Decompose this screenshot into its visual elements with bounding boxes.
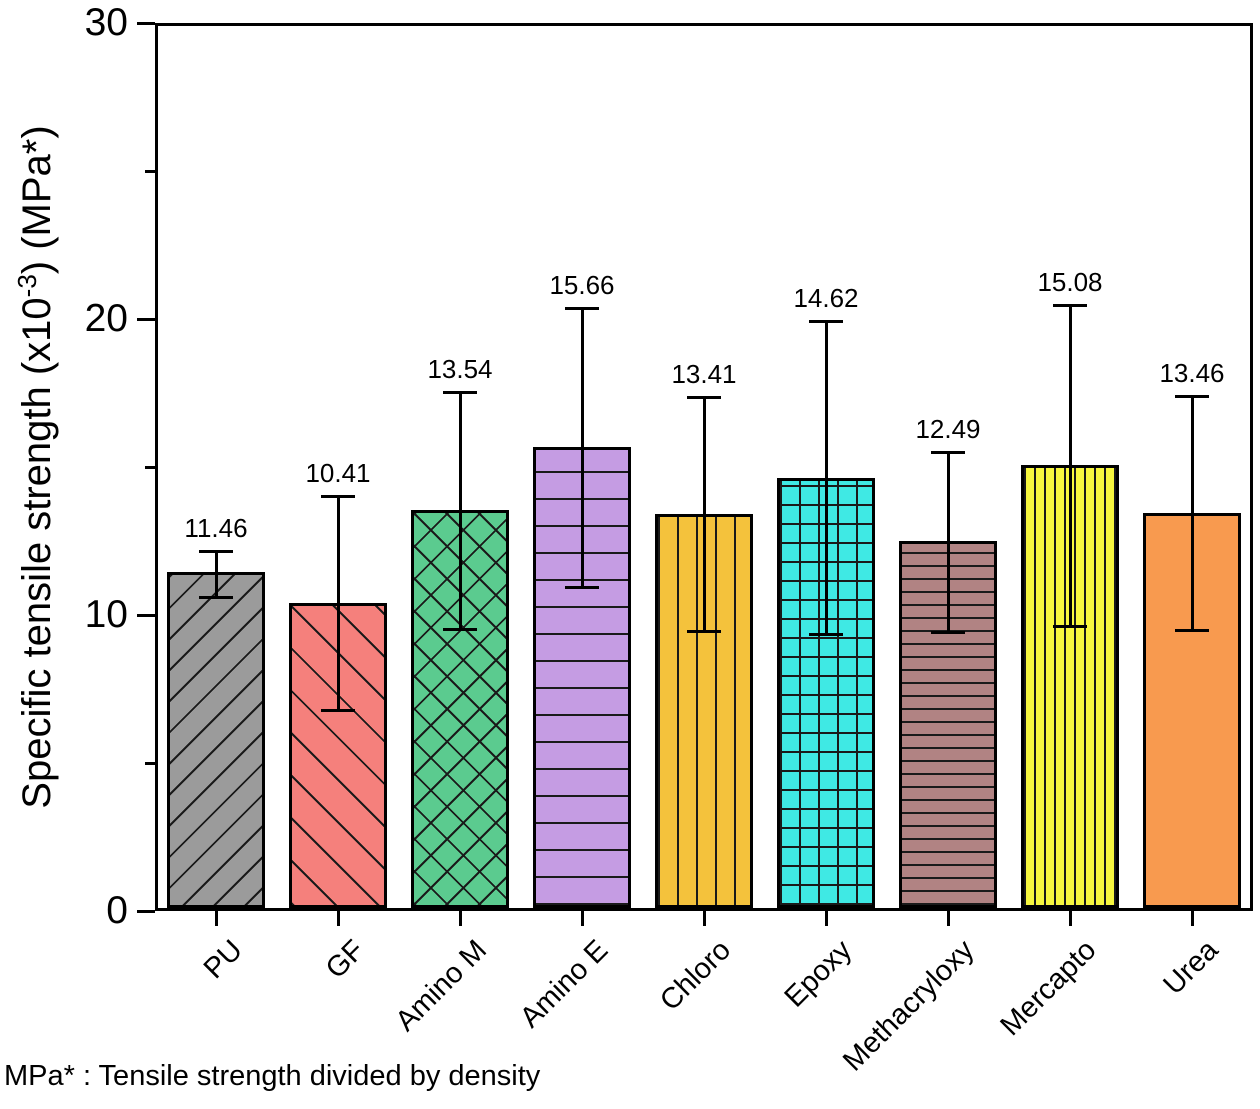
x-axis-tick [946, 911, 950, 926]
error-bar-cap-bottom [443, 628, 477, 632]
bar-value-label: 13.46 [1159, 357, 1225, 388]
error-bar-cap-top [931, 451, 965, 455]
error-bar-cap-top [321, 495, 355, 499]
error-bar-cap-bottom [565, 586, 599, 590]
x-axis-category-label-text: Urea [1157, 934, 1225, 1002]
bar-value-label: 10.41 [305, 458, 371, 489]
error-bar-cap-bottom [809, 633, 843, 637]
error-bar-cap-top [443, 390, 477, 394]
bar-value-label: 14.62 [793, 283, 859, 314]
y-axis-tick-label: 0 [106, 889, 128, 932]
y-axis-tick-label: 10 [84, 593, 128, 636]
x-axis-tick [824, 911, 828, 926]
error-bar-stem [336, 496, 340, 711]
bar-pu [167, 571, 265, 908]
y-axis-major-tick [137, 317, 155, 321]
error-bar-stem [702, 397, 706, 633]
bar-value-label: 11.46 [184, 513, 248, 544]
x-axis-tick [214, 911, 218, 926]
x-axis-tick [458, 911, 462, 926]
y-axis-tick-label: 30 [84, 1, 128, 44]
error-bar-cap-top [809, 320, 843, 324]
footnote: MPa* : Tensile strength divided by densi… [4, 1060, 541, 1092]
y-axis-major-tick [137, 21, 155, 25]
error-bar-cap-bottom [321, 708, 355, 712]
y-axis-minor-tick [145, 465, 155, 469]
x-axis-tick [336, 911, 340, 926]
y-axis-title-superscript: -3 [11, 274, 42, 298]
y-axis-minor-tick [145, 761, 155, 765]
bar-value-label: 12.49 [915, 414, 981, 445]
error-bar-stem [214, 551, 218, 599]
bar-value-label: 15.08 [1037, 266, 1103, 297]
error-bar-cap-top [687, 396, 721, 400]
error-bar-stem [1068, 304, 1072, 628]
bar-value-label: 13.41 [671, 359, 737, 390]
error-bar-cap-top [199, 550, 233, 554]
bar-value-label: 13.54 [427, 353, 493, 384]
y-axis-title: Specific tensile strength (x10-3) (MPa*) [12, 125, 60, 808]
y-axis-major-tick [137, 613, 155, 617]
error-bar-cap-bottom [687, 630, 721, 634]
error-bar-cap-top [565, 307, 599, 311]
error-bar-cap-bottom [199, 596, 233, 600]
x-axis-category-label: Urea [902, 934, 1225, 1001]
y-axis-minor-tick [145, 169, 155, 173]
error-bar-stem [458, 391, 462, 631]
error-bar-stem [946, 452, 950, 634]
error-bar-cap-bottom [1175, 628, 1209, 632]
error-bar-stem [580, 308, 584, 589]
bar-value-label: 15.66 [549, 270, 615, 301]
x-axis-tick [1068, 911, 1072, 926]
error-bar-stem [824, 321, 828, 636]
error-bar-cap-top [1175, 394, 1209, 398]
error-bar-cap-top [1053, 303, 1087, 307]
y-axis-tick-label: 20 [84, 297, 128, 340]
y-axis-major-tick [137, 909, 155, 913]
error-bar-stem [1190, 395, 1194, 631]
x-axis-tick [580, 911, 584, 926]
x-axis-tick [702, 911, 706, 926]
y-axis-title-suffix: ) (MPa*) [15, 125, 60, 275]
error-bar-cap-bottom [1053, 625, 1087, 629]
y-axis-title-prefix: Specific tensile strength (x10 [15, 297, 60, 809]
bar-methacryloxy [899, 541, 997, 908]
x-axis-tick [1190, 911, 1194, 926]
error-bar-cap-bottom [931, 631, 965, 635]
